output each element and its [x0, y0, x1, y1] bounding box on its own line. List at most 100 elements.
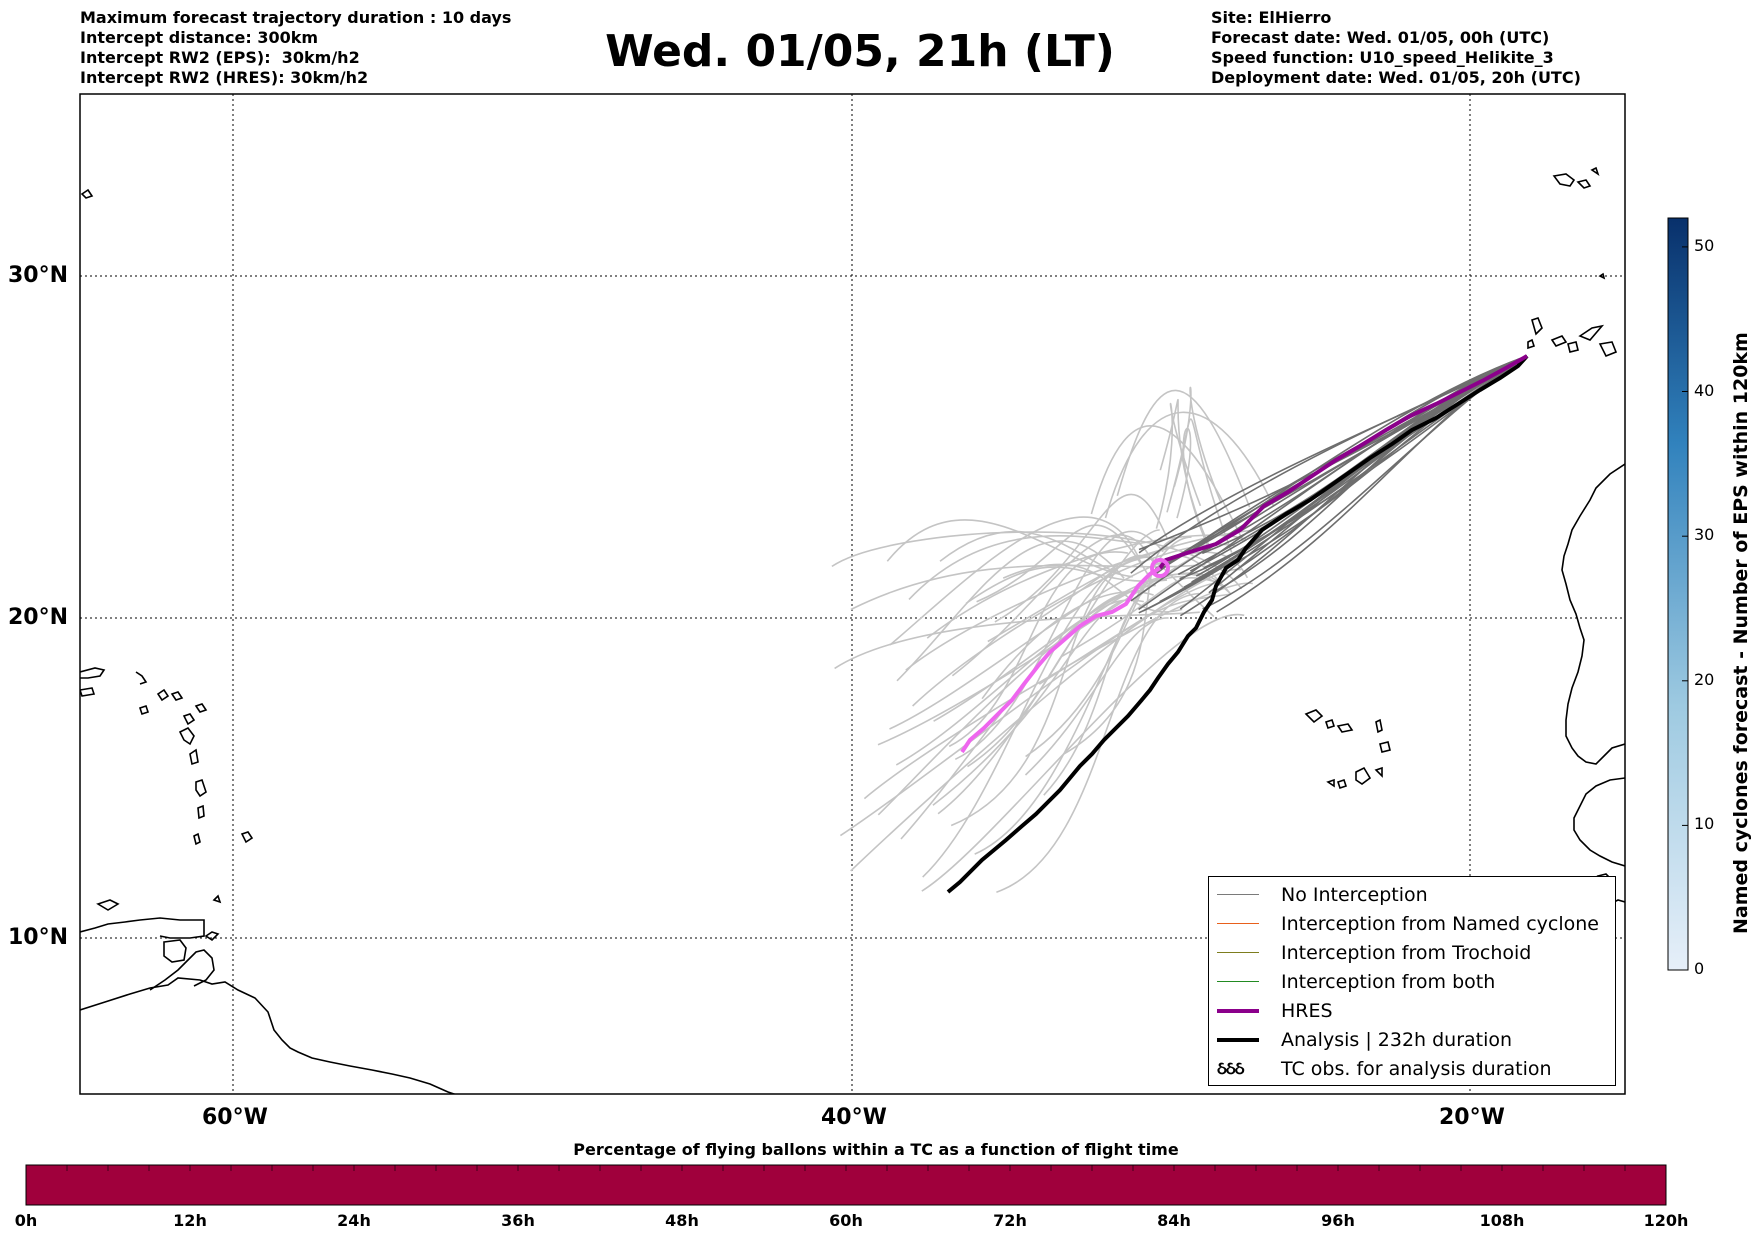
flight-tick-72h: 72h: [993, 1211, 1027, 1230]
legend-item-trochoid: Interception from Trochoid: [1217, 938, 1531, 967]
island-cv-santiago: [1355, 766, 1372, 785]
colorbar-tick-30: 30: [1694, 525, 1715, 544]
legend-item-named-cyclone: Interception from Named cyclone: [1217, 909, 1599, 938]
island-cv-fogo: [1336, 778, 1348, 790]
legend-swatch-trochoid: [1217, 952, 1259, 953]
legend-label-no-interception: No Interception: [1281, 883, 1428, 906]
island-antigua: [194, 703, 208, 713]
legend-item-tc-obs: ઠઠઠ TC obs. for analysis duration: [1217, 1054, 1552, 1083]
colorbar-tick-20: 20: [1694, 670, 1715, 689]
legend-item-hres: HRES: [1217, 996, 1333, 1025]
page-title: Wed. 01/05, 21h (LT): [605, 26, 1115, 77]
island-azores-2: [1576, 179, 1592, 189]
island-st-vincent: [193, 832, 201, 846]
legend-label-analysis: Analysis | 232h duration: [1281, 1028, 1513, 1051]
hres-position-marker: [1150, 558, 1170, 578]
island-trinidad: [163, 939, 187, 963]
legend-label-trochoid: Interception from Trochoid: [1281, 941, 1532, 964]
colorbar-tick-50: 50: [1694, 236, 1715, 255]
eps-trajectory-light: [886, 519, 1133, 578]
flight-tick-48h: 48h: [665, 1211, 699, 1230]
eps-trajectory-light: [839, 582, 1217, 837]
eps-trajectory-light: [1104, 411, 1275, 519]
eps-trajectory-light: [1024, 617, 1169, 776]
island-puerto-rico-tip: [80, 687, 96, 697]
island-montserrat: [138, 704, 150, 716]
island-cv-sao-nicolau: [1336, 723, 1354, 733]
flight-tick-120h: 120h: [1643, 1211, 1689, 1230]
eps-trajectory-light: [926, 534, 1247, 639]
eps-trajectory-light: [850, 568, 1242, 872]
info-rw2-eps: Intercept RW2 (EPS): 30km/h2: [80, 48, 360, 67]
info-speed-function: Speed function: U10_speed_Helikite_3: [1211, 48, 1554, 67]
colorbar-tick-40: 40: [1694, 381, 1715, 400]
island-cv-boa-vista: [1379, 741, 1391, 753]
island-guadeloupe: [178, 726, 195, 746]
map-frame: [79, 93, 1626, 1095]
island-small-antilles: [135, 671, 148, 685]
island-cv-sal: [1375, 718, 1383, 734]
tc-obs-symbol-icon: ઠઠઠ: [1217, 1058, 1245, 1079]
coast-gulf-paria: [149, 949, 215, 991]
island-dominica: [189, 748, 199, 766]
flight-tick-0h: 0h: [14, 1211, 38, 1230]
info-rw2-hres: Intercept RW2 (HRES): 30km/h2: [80, 68, 369, 87]
eps-trajectory-light: [1025, 555, 1220, 758]
hres-trajectory: [1158, 354, 1528, 570]
eps-trajectory-light: [1116, 389, 1251, 508]
colorbar-tick-marks: [1682, 246, 1688, 971]
island-barbados: [240, 831, 254, 844]
legend-swatch-both: [1217, 981, 1259, 982]
eps-trajectory-light: [950, 558, 1139, 827]
legend-swatch-no-interception: [1217, 894, 1259, 895]
info-forecast-date: Forecast date: Wed. 01/05, 00h (UTC): [1211, 28, 1550, 47]
hres-trajectory-late: [960, 566, 1162, 754]
eps-trajectory-light: [896, 540, 1125, 682]
legend-item-no-interception: No Interception: [1217, 880, 1428, 909]
legend-item-both: Interception from both: [1217, 967, 1495, 996]
eps-trajectory-light: [948, 551, 1129, 748]
eps-trajectory-light: [951, 534, 1156, 677]
lon-label-40w: 40°W: [821, 1105, 887, 1130]
legend-label-both: Interception from both: [1281, 970, 1496, 993]
eps-trajectory-light: [967, 599, 1144, 768]
island-cv-santo-antao: [1304, 709, 1324, 724]
info-intercept-distance: Intercept distance: 300km: [80, 28, 319, 47]
eps-trajectory-light: [976, 524, 1153, 603]
island-bermuda: [80, 188, 94, 199]
island-la-palma: [1531, 317, 1543, 336]
analysis-trajectory: [946, 354, 1529, 894]
island-madeira: [1598, 341, 1618, 358]
colorbar-gradient: [1667, 217, 1689, 971]
lat-label-10n: 10°N: [8, 925, 69, 950]
island-guadeloupe-north: [182, 713, 196, 726]
legend-swatch-named-cyclone: [1217, 923, 1259, 924]
flight-tick-108h: 108h: [1479, 1211, 1525, 1230]
island-tobago: [204, 931, 220, 942]
coast-africa-lower: [1573, 777, 1625, 867]
info-deployment-date: Deployment date: Wed. 01/05, 20h (UTC): [1211, 68, 1581, 87]
island-anguilla: [156, 688, 170, 702]
coastlines: [80, 166, 1625, 1094]
lon-label-20w: 20°W: [1439, 1105, 1505, 1130]
eps-trajectory-light: [965, 566, 1168, 605]
coast-south-america: [80, 977, 457, 1094]
legend-label-named-cyclone: Interception from Named cyclone: [1281, 912, 1599, 935]
island-azores-4: [1598, 272, 1606, 280]
eps-trajectory-light: [994, 493, 1169, 623]
island-gran-canaria: [1567, 341, 1579, 353]
island-fuerteventura: [1578, 324, 1605, 341]
legend-label-hres: HRES: [1281, 999, 1333, 1022]
flight-tick-12h: 12h: [173, 1211, 207, 1230]
flight-time-bar: [25, 1164, 1667, 1206]
eps-trajectory-dark: [1138, 355, 1528, 554]
map-legend: No Interception Interception from Named …: [1208, 876, 1616, 1086]
flight-tick-36h: 36h: [501, 1211, 535, 1230]
flight-bar-title: Percentage of flying ballons within a TC…: [573, 1140, 1179, 1159]
info-site: Site: ElHierro: [1211, 8, 1332, 27]
legend-item-analysis: Analysis | 232h duration: [1217, 1025, 1512, 1054]
island-cv-brava: [1326, 778, 1335, 788]
island-st-lucia: [197, 804, 205, 820]
island-el-hierro: [1527, 338, 1536, 350]
